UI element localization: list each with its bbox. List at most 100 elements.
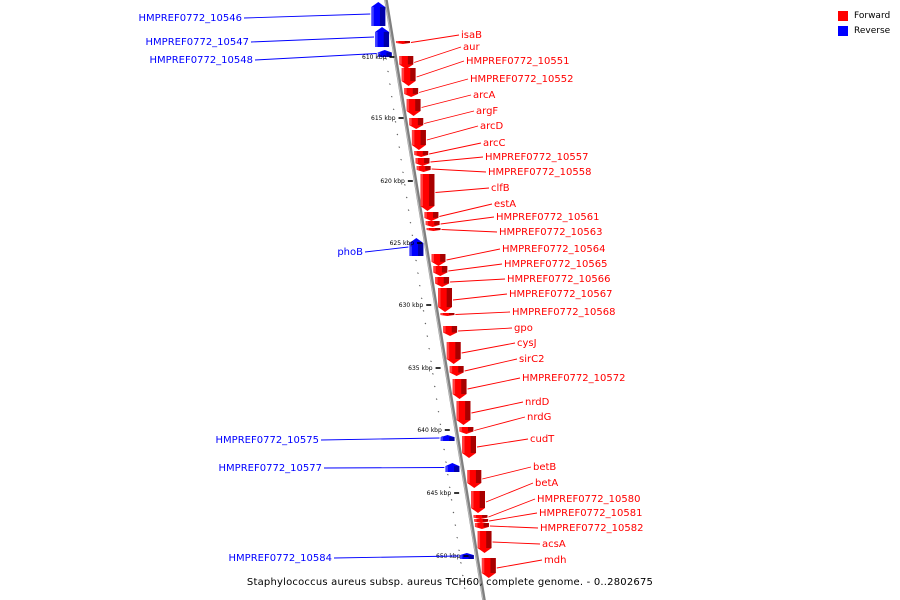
- gene-feature: [456, 401, 471, 425]
- leader-line: [450, 278, 506, 283]
- minor-tick: [396, 133, 399, 136]
- gene-name: HMPREF0772_10568: [512, 307, 615, 318]
- scale-label: 630 kbp: [399, 302, 432, 309]
- gene-arrow-shade: [490, 558, 496, 573]
- gene-arrow-highlight: [470, 491, 474, 508]
- leader-line: [414, 46, 462, 63]
- leader-line: [431, 168, 487, 173]
- gene-arrow-highlight: [399, 56, 402, 65]
- gene-arrow-shade: [446, 288, 452, 307]
- gene-arrow-highlight: [395, 41, 399, 43]
- leader-line: [250, 36, 375, 43]
- minor-tick: [446, 473, 449, 476]
- gene-arrow-highlight: [449, 366, 453, 373]
- gene-label: HMPREF0772_10564: [446, 244, 605, 261]
- gene-arrow-highlight: [401, 68, 405, 81]
- gene-feature: [404, 88, 419, 97]
- leader-line: [452, 293, 508, 301]
- gene-arrow-highlight: [435, 277, 438, 284]
- gene-name: HMPREF0772_10575: [216, 435, 319, 446]
- gene-feature: [416, 166, 431, 172]
- gene-feature: [440, 435, 455, 441]
- gene-label: HMPREF0772_10561: [440, 212, 599, 225]
- leader-line: [440, 216, 495, 225]
- minor-tick: [432, 373, 434, 375]
- gene-label: HMPREF0772_10567: [452, 289, 612, 301]
- gene-feature: [406, 99, 421, 116]
- gene-name: clfB: [491, 183, 510, 194]
- gene-arrow-highlight: [406, 99, 410, 111]
- leader-line: [448, 263, 503, 272]
- gene-label: HMPREF0772_10552: [418, 74, 573, 93]
- gene-arrow-highlight: [452, 379, 456, 394]
- gene-label: HMPREF0772_10582: [489, 523, 643, 534]
- minor-tick: [405, 196, 408, 199]
- gene-arrow-shade: [483, 523, 489, 527]
- gene-feature: [426, 228, 441, 231]
- gene-feature: [375, 27, 390, 47]
- gene-label: isaB: [410, 30, 482, 43]
- gene-name: HMPREF0772_10582: [540, 523, 643, 534]
- gene-name: argF: [476, 106, 498, 117]
- gene-arrow-shade: [379, 7, 386, 26]
- scale-label-text: 630 kbp: [399, 302, 424, 309]
- gene-arrow-shade: [422, 151, 429, 155]
- minor-tick: [385, 58, 388, 60]
- minor-tick: [387, 70, 389, 73]
- minor-tick: [390, 95, 393, 98]
- gene-label: estA: [439, 199, 516, 217]
- leader-line: [471, 401, 524, 414]
- gene-label: HMPREF0772_10548: [150, 53, 377, 66]
- gene-arrow-shade: [449, 437, 455, 441]
- gene-feature: [438, 288, 452, 312]
- forward-swatch: [838, 10, 848, 21]
- gene-feature: [443, 326, 458, 336]
- gene-name: arcA: [473, 90, 496, 101]
- gene-label: HMPREF0772_10565: [448, 259, 607, 272]
- gene-arrow-shade: [424, 158, 430, 164]
- gene-arrow-highlight: [467, 470, 470, 483]
- gene-label: HMPREF0772_10584: [229, 553, 459, 564]
- gene-arrow-shade: [410, 68, 416, 81]
- gene-feature: [470, 491, 485, 513]
- gene-name: HMPREF0772_10558: [488, 167, 591, 178]
- gene-features: [371, 2, 496, 578]
- minor-tick: [443, 448, 445, 451]
- minor-tick: [407, 209, 410, 211]
- minor-tick: [400, 158, 402, 161]
- scale-label-text: 615 kbp: [371, 115, 396, 122]
- scale-label: 610 kbp: [362, 54, 395, 61]
- gene-label: nrdG: [474, 412, 551, 431]
- gene-label: HMPREF0772_10551: [416, 56, 569, 78]
- backbone-highlight: [384, 0, 484, 600]
- gene-name: HMPREF0772_10565: [504, 259, 607, 270]
- gene-arrow-shade: [454, 466, 460, 472]
- gene-arrow-highlight: [459, 427, 462, 432]
- minor-tick: [411, 234, 414, 237]
- leader-line: [474, 416, 526, 431]
- minor-tick: [394, 121, 397, 123]
- leader-line: [243, 13, 371, 19]
- gene-name: HMPREF0772_10546: [139, 13, 242, 24]
- gene-arrow-shade: [441, 266, 448, 273]
- scale-label: 635 kbp: [408, 365, 441, 372]
- gene-feature: [474, 519, 489, 523]
- gene-label: betB: [482, 462, 556, 480]
- minor-tick: [454, 524, 457, 526]
- gene-feature: [425, 221, 440, 227]
- gene-arrow-highlight: [409, 243, 412, 256]
- minor-tick: [415, 259, 417, 262]
- minor-tick: [435, 398, 438, 400]
- scale-label-text: 645 kbp: [427, 490, 452, 497]
- legend-reverse: Reverse: [838, 24, 890, 37]
- gene-arrow-highlight: [477, 531, 481, 548]
- gene-name: aur: [463, 42, 480, 53]
- gene-label: acsA: [492, 539, 566, 550]
- gene-label: nrdD: [471, 397, 550, 414]
- gene-name: HMPREF0772_10581: [539, 508, 642, 519]
- gene-arrow-highlight: [371, 7, 374, 26]
- gene-arrow-highlight: [474, 519, 477, 522]
- gene-label: clfB: [435, 183, 510, 194]
- gene-arrow-shade: [440, 254, 446, 262]
- gene-label: betA: [485, 478, 558, 503]
